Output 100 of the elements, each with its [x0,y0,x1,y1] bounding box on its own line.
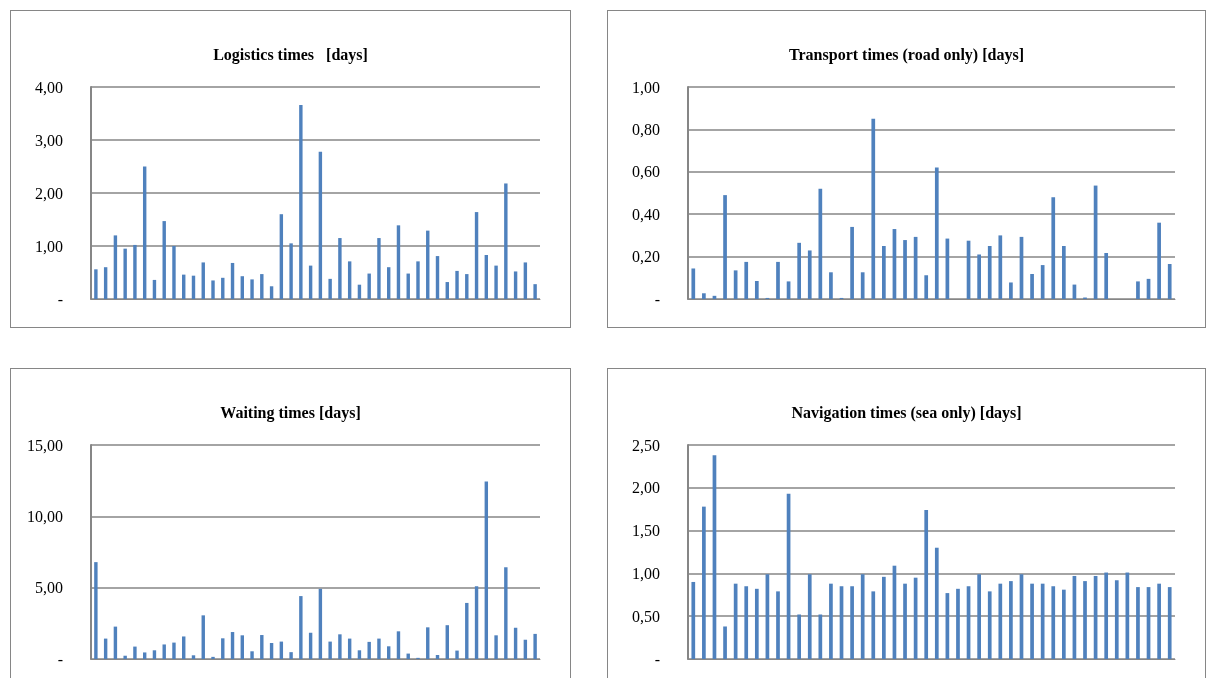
y-tick-label: 0,20 [632,248,660,266]
bar [977,574,981,659]
bar [776,591,780,659]
bar [328,641,332,659]
chart-title: Transport times (road only) [days] [789,45,1024,64]
bar [533,284,537,299]
bar [1061,589,1066,659]
chart-title: Logistics times [days] [213,45,368,64]
bar [1051,586,1056,659]
bar [871,118,876,299]
bar [338,238,342,299]
bar [367,273,371,299]
y-tick-label: 3,00 [35,131,63,149]
bar [723,195,727,299]
bar [94,269,98,299]
bar [754,588,759,659]
bar [494,635,498,659]
bar [829,272,833,299]
bar [882,576,886,659]
bar [211,280,215,299]
bar [377,238,381,299]
bar [934,167,939,299]
y-tick-label: 2,00 [35,184,63,202]
bar [162,644,166,659]
bar [1051,197,1056,299]
y-tick-label: 1,50 [632,522,660,540]
bar [299,596,303,659]
bar [924,275,929,299]
y-tick-label: - [654,650,660,668]
bar [776,261,780,299]
bar [829,583,833,659]
bar [754,280,759,299]
bar [328,278,332,299]
bar [1040,583,1045,659]
bar [998,583,1003,659]
bar [860,272,865,299]
y-tick-label: - [57,650,63,668]
bar [903,583,907,659]
bar [1083,581,1087,659]
bar [956,588,960,659]
bar [338,634,342,659]
bar [882,246,886,299]
bar [1009,581,1013,659]
y-tick-label: - [57,290,63,308]
bar [850,586,854,659]
bar [172,246,176,299]
y-tick-label: 1,00 [632,564,660,582]
bar [465,602,469,659]
bar [797,614,802,659]
y-tick-label: 0,80 [632,120,660,138]
chart-title: Waiting times [days] [220,403,361,422]
bar [1040,265,1045,299]
bar [133,646,137,659]
y-tick-label: 1,00 [632,78,660,96]
bar [123,248,127,299]
bar [504,183,508,299]
bar [377,638,381,659]
bar [977,254,981,299]
y-tick-label: 2,00 [632,479,660,497]
y-tick-label: 0,60 [632,163,660,181]
bar [1114,580,1119,659]
bar [387,646,391,659]
bar [871,591,876,659]
bar [162,221,166,299]
y-tick-label: 4,00 [35,78,63,96]
bar [987,246,992,299]
bar [533,633,537,659]
bar [860,574,865,659]
bar [818,614,823,659]
y-tick-label: 10,00 [27,507,63,525]
bar [903,240,907,299]
bar [1167,264,1172,299]
bar [744,261,749,299]
bar [416,261,420,299]
bar [465,274,469,299]
bar [1104,253,1109,299]
bar [818,188,823,299]
bar [924,510,929,659]
bar [934,547,939,659]
bar [723,626,727,659]
bar [172,642,176,659]
bar [289,652,293,659]
bar [152,650,157,659]
bar [367,641,371,659]
bar [807,250,812,299]
bar [1030,583,1034,659]
bar [702,293,706,299]
bar [133,244,137,299]
y-tick-label: 2,50 [632,436,660,454]
y-tick-label: 15,00 [27,436,63,454]
y-tick-label: 0,50 [632,607,660,625]
bar [94,562,98,659]
y-tick-label: - [654,290,660,308]
bar [1061,246,1066,299]
bar [260,635,264,659]
bar [211,656,215,659]
bar [455,650,459,659]
bar [1167,587,1172,659]
bar [494,265,498,299]
bar [1030,273,1034,299]
